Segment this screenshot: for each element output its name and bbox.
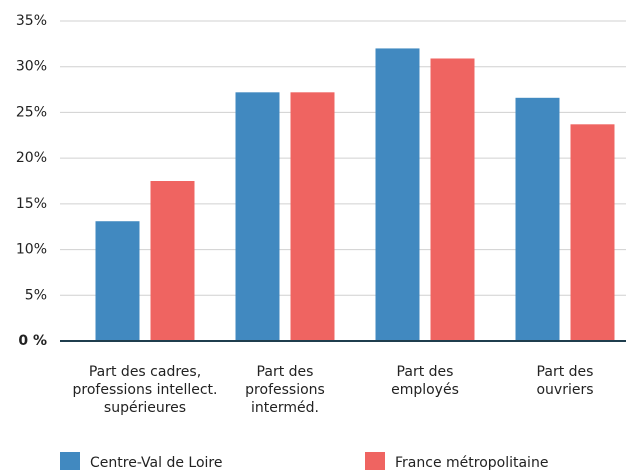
y-tick-label: 15% xyxy=(16,196,47,212)
bar xyxy=(235,92,280,341)
bar xyxy=(95,221,140,341)
y-tick-label: 35% xyxy=(16,13,47,29)
legend-swatch xyxy=(60,452,80,470)
x-tick-label: Part des ouvriers xyxy=(536,364,593,398)
x-tick-label: Part des cadres, professions intellect. su… xyxy=(73,364,218,416)
legend-label: Centre-Val de Loire xyxy=(90,455,222,470)
x-tick-label: Part des professions interméd. xyxy=(245,364,325,416)
bar xyxy=(570,124,615,341)
y-tick-label: 10% xyxy=(16,242,47,258)
legend-label: France métropolitaine xyxy=(395,455,548,470)
y-tick-label: 30% xyxy=(16,59,47,75)
bar xyxy=(430,58,475,341)
legend-swatch xyxy=(365,452,385,470)
bar xyxy=(515,97,560,341)
x-tick-label: Part des employés xyxy=(391,364,459,398)
y-tick-label: 20% xyxy=(16,150,47,166)
bar xyxy=(290,92,335,341)
bar xyxy=(150,181,195,341)
bar xyxy=(375,48,420,342)
y-tick-label: 25% xyxy=(16,104,47,120)
y-tick-label: 5% xyxy=(25,287,47,303)
y-tick-label: 0 % xyxy=(18,333,47,349)
